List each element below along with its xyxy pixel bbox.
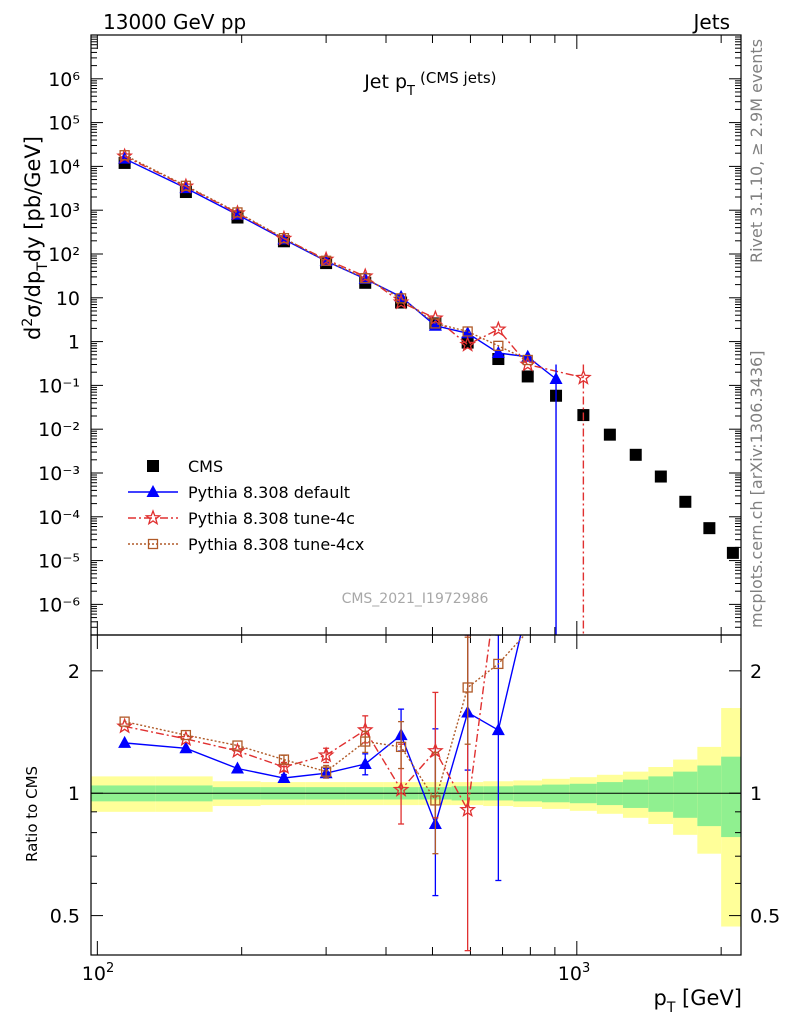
ratio-data-point [275,758,293,775]
y-tick-label: 10⁵ [48,113,80,135]
legend-marker [146,485,160,497]
series-line [124,158,557,380]
ratio-series-line [124,635,491,813]
data-point [430,318,441,329]
y-tick-label: 10⁻³ [38,463,80,485]
data-point [232,207,243,218]
side-label-rivet: Rivet 3.1.10, ≥ 2.9M events [747,39,766,263]
ratio-y-tick-label-right: 1 [750,783,762,805]
ratio-data-point [493,658,504,670]
y-tick-label: 10⁻² [38,419,80,441]
main-plot-title: Jet pT [363,71,415,99]
legend-label: Pythia 8.308 tune-4cx [188,535,364,554]
data-point [180,180,192,191]
ratio-data-point [118,735,132,748]
ratio-data-point [232,740,243,751]
legend-label: Pythia 8.308 default [188,483,350,502]
data-point [119,150,130,161]
ratio-data-point [358,756,372,769]
ratio-data-point [392,780,410,797]
data-point [491,345,505,358]
side-label-mcplots: mcplots.cern.ch [arXiv:1306.3436] [747,351,766,628]
data-point [654,470,667,483]
data-point [679,495,692,508]
y-tick-label: 1 [68,332,80,354]
y-tick-label: 10⁻⁶ [38,594,80,616]
ratio-data-point [395,741,407,753]
y-tick-label: 10⁻¹ [38,375,80,397]
ratio-plot-frame [90,634,742,956]
ratio-y-tick-label-right: 0.5 [750,906,780,928]
ratio-y-axis-label: Ratio to CMS [23,766,41,862]
x-axis-label: pT [GeV] [653,986,742,1016]
header-process: 13000 GeV pp [103,10,246,34]
x-tick-label-1000: 103 [558,961,590,985]
data-point [493,340,504,351]
data-point [461,326,475,339]
data-point [360,273,371,284]
ratio-data-point [180,729,192,741]
ratio-y-tick-label: 1 [68,783,80,805]
ratio-y-tick-label: 0.5 [50,906,80,928]
legend-marker [147,460,159,472]
header-category: Jets [692,10,730,34]
data-point [603,428,616,441]
y-tick-label: 10⁴ [48,156,80,178]
ratio-band-stat [721,756,741,838]
ratio-data-point [320,766,332,777]
data-point [489,320,507,337]
legend-label: Pythia 8.308 tune-4c [188,509,355,528]
ratio-band-stat [622,779,649,808]
y-tick-label: 10³ [48,200,80,222]
ratio-data-point [491,723,505,736]
ratio-data-point [278,754,290,765]
ratio-data-point [277,771,291,784]
data-point [462,326,473,337]
data-point [395,293,407,304]
y-tick-label: 10² [48,244,80,266]
ratio-data-point [360,736,371,747]
ratio-data-point [230,761,244,774]
data-point [521,370,534,383]
ratio-band-stat [673,771,698,818]
data-point [629,448,642,461]
ratio-data-point [119,716,130,727]
ratio-y-tick-label: 2 [68,661,80,683]
data-point [522,354,533,366]
main-y-axis-label: d2σ/dpTdy [pb/GeV] [20,136,51,340]
ratio-data-point [459,801,477,818]
legend-marker [144,509,162,526]
data-point [278,233,290,244]
y-tick-label: 10 [56,288,80,310]
analysis-watermark: CMS_2021_I1972986 [342,591,489,607]
data-point [426,309,444,326]
ratio-y-tick-label-right: 2 [750,661,762,683]
ratio-band-stat [697,765,722,827]
ratio-band-stat [648,776,674,812]
data-point [703,522,716,535]
legend-marker [147,538,159,550]
ratio-data-point [179,741,193,754]
legend-label: CMS [188,457,223,476]
y-tick-label: 10⁻⁵ [38,551,80,573]
ratio-data-point [317,746,335,763]
x-tick-label-100: 102 [82,961,114,985]
y-tick-label: 10⁶ [48,69,80,91]
ratio-data-point [462,682,473,693]
data-point [320,255,332,266]
y-tick-label: 10⁻⁴ [38,507,80,529]
data-point [459,335,477,352]
main-plot-subtitle: (CMS jets) [420,69,497,87]
data-point [726,546,739,559]
ratio-data-point [430,795,441,806]
